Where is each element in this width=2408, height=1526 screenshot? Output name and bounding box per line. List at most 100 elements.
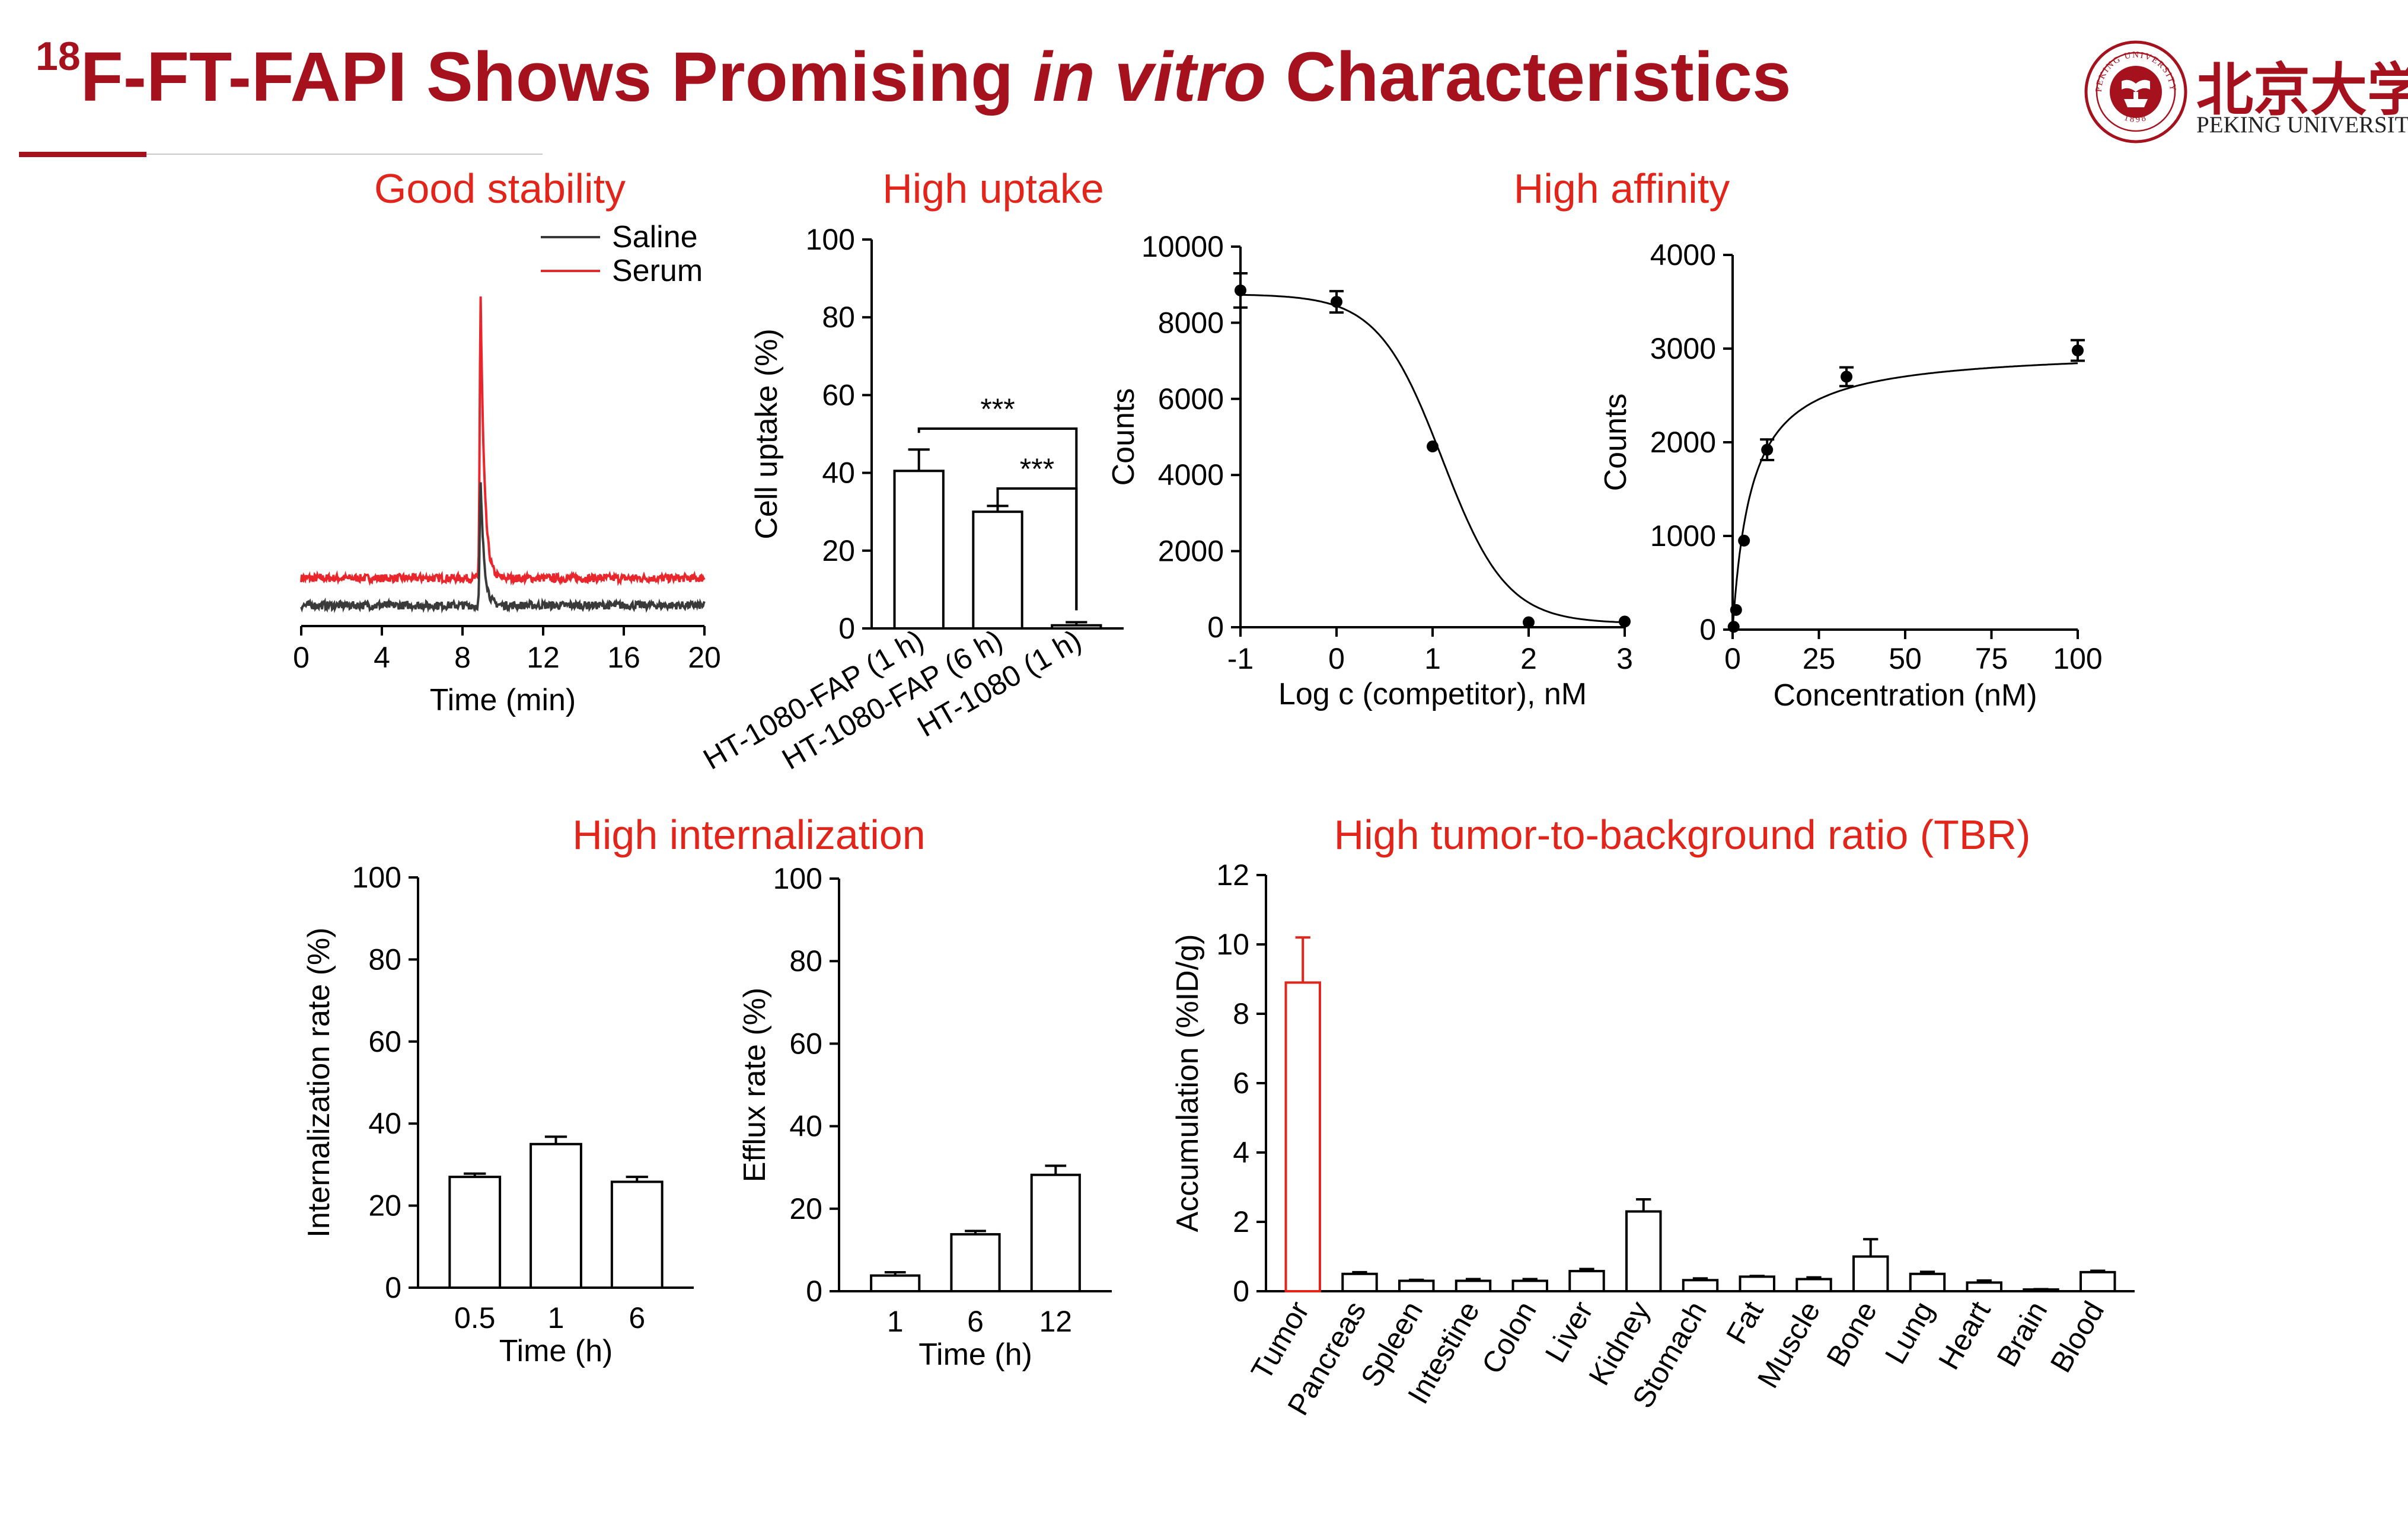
biodistribution-bar (1341, 1272, 1378, 1292)
efflux-y-tick-label: 80 (789, 944, 822, 978)
uptake-bar (972, 510, 1023, 630)
competition-x-tick-label: -1 (1227, 642, 1254, 675)
saturation-data-point (2072, 344, 2084, 357)
efflux-bar (870, 1274, 921, 1293)
stability-legend-label: Serum (612, 254, 703, 288)
biodistribution-y-tick-label: 2 (1233, 1205, 1249, 1238)
uptake-y-tick-label: 100 (806, 223, 855, 256)
competition-data-point (1619, 615, 1631, 628)
stability-x-tick-label: 20 (688, 641, 721, 674)
efflux-y-tick-label: 40 (789, 1110, 822, 1143)
saturation-y-tick-label: 2000 (1650, 426, 1716, 459)
efflux-bar (1030, 1173, 1081, 1293)
efflux-x-axis-label: Time (h) (918, 1337, 1032, 1372)
biodistribution-bar (1398, 1279, 1435, 1292)
biodistribution-bar (1284, 981, 1321, 1292)
stability-x-tick-label: 16 (607, 641, 640, 674)
internalization-bar (610, 1180, 664, 1289)
stability-trace-saline (300, 482, 706, 614)
biodistribution-y-tick-label: 0 (1233, 1275, 1249, 1308)
competition-data-point (1331, 296, 1342, 308)
biodistribution-bar (2080, 1270, 2116, 1292)
uptake-y-tick-label: 40 (822, 456, 855, 490)
uptake-y-axis-label: Cell uptake (%) (749, 328, 784, 539)
internalization-y-tick-label: 0 (385, 1271, 401, 1304)
biodistribution-x-tick-label: Colon (1475, 1296, 1543, 1380)
slide-title: 18F-FT-FAPI Shows Promising in vitro Cha… (36, 33, 1791, 120)
competition-y-tick-label: 0 (1207, 611, 1224, 644)
uptake-y-tick-label: 0 (838, 612, 855, 645)
efflux-x-tick-label: 12 (1039, 1305, 1072, 1338)
internalization-y-tick-label: 60 (368, 1025, 401, 1058)
competition-data-point (1235, 284, 1246, 296)
title-main: F-FT-FAPI Shows Promising (80, 38, 1033, 116)
saturation-y-tick-label: 3000 (1650, 332, 1716, 365)
efflux-x-tick-label: 6 (967, 1305, 984, 1338)
biodistribution-y-tick-label: 4 (1233, 1136, 1249, 1169)
saturation-x-tick-label: 100 (2053, 642, 2102, 675)
uptake-y-tick-label: 20 (822, 534, 855, 567)
title-italic: in vitro (1032, 38, 1267, 116)
saturation-x-tick-label: 25 (1803, 642, 1836, 675)
uptake-y-tick-label: 80 (822, 301, 855, 334)
internalization-bar (448, 1176, 502, 1289)
saturation-y-tick-label: 1000 (1650, 519, 1716, 553)
heading-internalization: High internalization (572, 812, 925, 858)
biodistribution-bar (1455, 1279, 1492, 1292)
competition-y-tick-label: 4000 (1158, 458, 1224, 491)
competition-y-tick-label: 8000 (1158, 306, 1224, 339)
biodistribution-bar (1511, 1279, 1548, 1292)
title-underline-accent (19, 152, 146, 157)
efflux-y-tick-label: 100 (773, 862, 822, 895)
stability-x-tick-label: 12 (527, 641, 560, 674)
biodistribution-x-tick-label: Blood (2044, 1296, 2110, 1378)
internalization-x-axis-label: Time (h) (499, 1334, 613, 1368)
uptake-significance-bracket (996, 487, 1078, 611)
competition-data-point (1523, 616, 1535, 628)
saturation-x-axis-label: Concentration (nM) (1773, 678, 2037, 713)
biodistribution-x-tick-label: Heart (1932, 1295, 1997, 1375)
saturation-x-tick-label: 0 (1724, 642, 1741, 675)
efflux-x-tick-label: 1 (887, 1305, 904, 1338)
stability-x-tick-label: 0 (293, 641, 310, 674)
competition-x-axis-label: Log c (competitor), nM (1278, 677, 1587, 711)
stability-x-tick-label: 4 (374, 641, 390, 674)
biodistribution-bar (1739, 1275, 1775, 1292)
efflux-bar (950, 1233, 1001, 1292)
title-superscript: 18 (36, 34, 81, 79)
competition-data-point (1427, 440, 1439, 453)
saturation-data-point (1738, 534, 1750, 547)
internalization-y-tick-label: 100 (352, 861, 401, 894)
competition-x-tick-label: 3 (1616, 642, 1633, 675)
saturation-y-axis-label: Counts (1599, 394, 1633, 491)
competition-y-axis-label: Counts (1106, 388, 1141, 486)
biodistribution-bar (1966, 1281, 2002, 1292)
university-seal-icon: PEKING UNIVERSITY 1898 (2084, 40, 2187, 143)
biodistribution-y-tick-label: 12 (1216, 858, 1249, 892)
internalization-bar (530, 1142, 582, 1289)
competition-x-tick-label: 0 (1328, 642, 1345, 675)
efflux-y-axis-label: Efflux rate (%) (738, 988, 772, 1182)
internalization-y-axis-label: Internalization rate (%) (302, 927, 336, 1237)
saturation-data-point (1727, 621, 1740, 633)
stability-trace-serum (300, 296, 706, 586)
biodistribution-bar (1682, 1279, 1719, 1293)
stability-x-tick-label: 8 (454, 641, 471, 674)
uptake-significance-label: *** (980, 392, 1015, 426)
biodistribution-bar (1568, 1270, 1605, 1293)
biodistribution-y-tick-label: 8 (1233, 997, 1249, 1030)
uptake-bar (893, 470, 945, 630)
internalization-x-tick-label: 0.5 (454, 1301, 496, 1335)
saturation-data-point (1761, 443, 1774, 456)
biodistribution-bar (1852, 1255, 1889, 1292)
competition-fit-curve (1240, 293, 1625, 624)
uptake-y-tick-label: 60 (822, 378, 855, 411)
internalization-x-tick-label: 1 (548, 1301, 564, 1335)
internalization-y-tick-label: 20 (368, 1189, 401, 1222)
biodistribution-x-tick-label: Liver (1539, 1296, 1600, 1368)
competition-y-tick-label: 10000 (1141, 230, 1224, 263)
title-end: Characteristics (1266, 38, 1791, 116)
biodistribution-bar (1909, 1272, 1946, 1292)
biodistribution-bar (1795, 1278, 1832, 1292)
